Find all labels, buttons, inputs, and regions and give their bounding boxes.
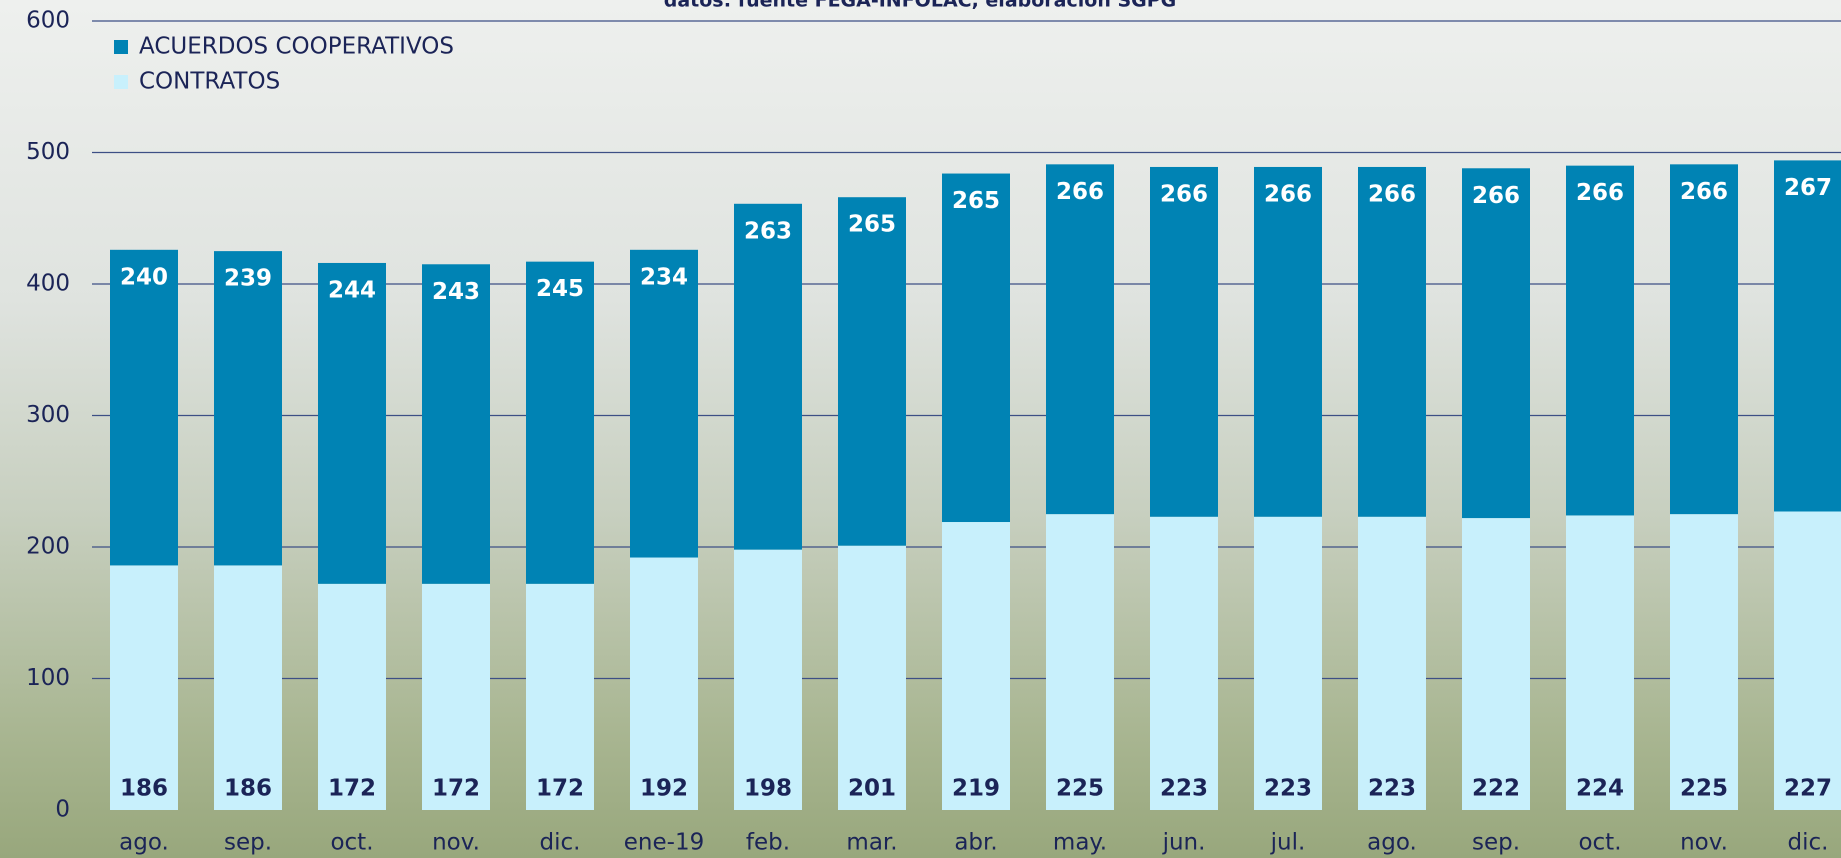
data-label: 201 <box>848 776 896 802</box>
x-tick-label: dic. <box>1788 830 1829 856</box>
bar-segment <box>1150 167 1218 517</box>
data-label: 222 <box>1472 776 1520 802</box>
bar-segment <box>1462 518 1530 810</box>
x-tick-label: oct. <box>330 830 373 856</box>
y-tick-label: 100 <box>26 665 70 691</box>
data-label: 266 <box>1680 179 1728 205</box>
data-label: 225 <box>1680 776 1728 802</box>
bar-segment <box>1150 517 1218 810</box>
y-tick-label: 400 <box>26 271 70 297</box>
data-label: 172 <box>536 776 584 802</box>
y-tick-label: 0 <box>55 797 70 823</box>
bar-segment <box>214 251 282 565</box>
x-tick-label: jul. <box>1270 830 1306 856</box>
x-tick-label: may. <box>1053 830 1107 856</box>
legend-label: ACUERDOS COOPERATIVOS <box>139 34 454 60</box>
y-tick-label: 200 <box>26 534 70 560</box>
x-tick-label: nov. <box>432 830 480 856</box>
bar-segment <box>1358 167 1426 517</box>
y-tick-label: 300 <box>26 402 70 428</box>
x-tick-label: ene-19 <box>624 830 704 856</box>
data-label: 198 <box>744 776 792 802</box>
bar-segment <box>838 546 906 810</box>
bar-segment <box>1358 517 1426 810</box>
data-label: 244 <box>328 277 376 303</box>
bar-segment <box>1254 517 1322 810</box>
bar-segment <box>110 565 178 810</box>
x-tick-label: feb. <box>746 830 790 856</box>
bar-segment <box>838 197 906 545</box>
x-tick-label: mar. <box>846 830 897 856</box>
data-label: 172 <box>432 776 480 802</box>
data-label: 266 <box>1264 181 1312 207</box>
data-label: 224 <box>1576 776 1624 802</box>
bar-segment <box>1774 511 1841 810</box>
bar-segment <box>1254 167 1322 517</box>
bar-segment <box>110 250 178 566</box>
bar-segment <box>630 250 698 558</box>
bar-segment <box>1046 164 1114 514</box>
data-label: 219 <box>952 776 1000 802</box>
data-label: 239 <box>224 266 272 292</box>
data-label: 223 <box>1264 776 1312 802</box>
x-tick-label: abr. <box>954 830 997 856</box>
x-tick-label: oct. <box>1578 830 1621 856</box>
bar-segment <box>734 550 802 810</box>
bar-segment <box>942 174 1010 522</box>
data-label: 266 <box>1160 181 1208 207</box>
x-tick-label: sep. <box>224 830 272 856</box>
data-label: 172 <box>328 776 376 802</box>
bar-segment <box>1566 166 1634 516</box>
data-label: 234 <box>640 264 688 290</box>
legend-label: CONTRATOS <box>139 69 280 95</box>
x-tick-label: ago. <box>119 830 169 856</box>
y-tick-label: 600 <box>26 8 70 34</box>
data-label: 265 <box>952 188 1000 214</box>
data-label: 266 <box>1056 179 1104 205</box>
bar-segment <box>1670 514 1738 810</box>
bar-segment <box>214 565 282 810</box>
bar-segment <box>1774 160 1841 511</box>
bar-segment <box>1046 514 1114 810</box>
data-label: 192 <box>640 776 688 802</box>
bar-segment <box>1462 168 1530 518</box>
bar-segment <box>318 263 386 584</box>
bar-segment <box>1566 515 1634 810</box>
bar-segment <box>1670 164 1738 514</box>
bar-segment <box>630 558 698 810</box>
data-label: 186 <box>224 776 272 802</box>
x-tick-label: ago. <box>1367 830 1417 856</box>
data-label: 223 <box>1160 776 1208 802</box>
data-label: 186 <box>120 776 168 802</box>
chart: datos: fuente FEGA-INFOLAC, elaboración … <box>0 0 1841 858</box>
data-label: 263 <box>744 218 792 244</box>
x-tick-label: dic. <box>540 830 581 856</box>
data-label: 240 <box>120 264 168 290</box>
data-label: 265 <box>848 212 896 238</box>
x-tick-label: sep. <box>1472 830 1520 856</box>
bar-segment <box>422 264 490 584</box>
legend-swatch <box>114 40 128 54</box>
data-label: 266 <box>1368 181 1416 207</box>
x-tick-label: jun. <box>1162 830 1206 856</box>
bar-segment <box>734 204 802 550</box>
data-label: 243 <box>432 279 480 305</box>
chart-title: datos: fuente FEGA-INFOLAC, elaboración … <box>664 0 1177 12</box>
x-tick-label: nov. <box>1680 830 1728 856</box>
legend-swatch <box>114 75 128 89</box>
data-label: 223 <box>1368 776 1416 802</box>
y-tick-label: 500 <box>26 139 70 165</box>
data-label: 266 <box>1472 183 1520 209</box>
data-label: 267 <box>1784 175 1832 201</box>
bar-segment <box>942 522 1010 810</box>
data-label: 245 <box>536 276 584 302</box>
data-label: 227 <box>1784 776 1832 802</box>
data-label: 225 <box>1056 776 1104 802</box>
bar-segment <box>526 262 594 584</box>
data-label: 266 <box>1576 180 1624 206</box>
